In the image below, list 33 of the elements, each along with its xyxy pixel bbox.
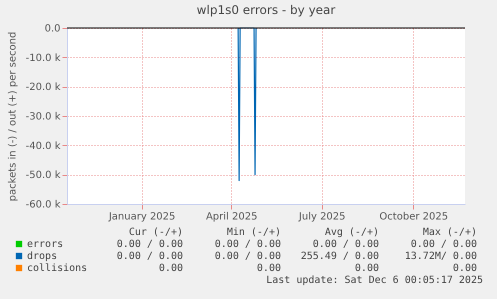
text: Max (-/+) [422, 227, 477, 238]
y-tick-label: 0.0 [44, 24, 60, 34]
text: Last update: Sat Dec 6 00:05:17 2025 [266, 275, 483, 286]
y-tick-label: -10.0 k [26, 52, 61, 64]
y-axis-title: packets in (-) / out (+) per second [8, 32, 19, 202]
y-tick-label: -30.0 k [26, 112, 61, 122]
x-tick-label: October 2025 [379, 212, 448, 222]
y-tick-label: -20.0 k [26, 82, 61, 94]
text: 0.00 / 0.00 [116, 239, 183, 250]
text: 0.00 [256, 263, 281, 274]
text: Cur (-/+) [128, 227, 183, 238]
legend-label: drops [27, 251, 58, 262]
y-tick-label: -60.0 k [26, 200, 61, 210]
text: 0.00 [354, 263, 379, 274]
x-tick-label: April 2025 [206, 212, 258, 222]
text: Avg (-/+) [324, 227, 379, 238]
text: 255.49 / 0.00 [300, 251, 379, 262]
y-tick-label: -40.0 k [26, 140, 61, 152]
legend-label: errors [27, 239, 64, 250]
text: 0.00 / 0.00 [410, 239, 477, 250]
text: 0.00 / 0.00 [214, 251, 281, 262]
x-tick-label: January 2025 [108, 212, 176, 222]
text: 0.00 / 0.00 [312, 239, 379, 250]
text: 0.00 / 0.00 [214, 239, 281, 250]
text: 0.00 [158, 263, 183, 274]
chart-title: wlp1s0 errors - by year [196, 3, 336, 17]
x-tick-label: July 2025 [298, 212, 346, 222]
text: 0.00 / 0.00 [116, 251, 183, 262]
legend-label: collisions [27, 263, 88, 274]
text: 0.00 [452, 263, 477, 274]
text: 13.72M/ 0.00 [404, 251, 477, 262]
y-tick-label: -50.0 k [26, 170, 61, 182]
text: Min (-/+) [226, 227, 281, 238]
